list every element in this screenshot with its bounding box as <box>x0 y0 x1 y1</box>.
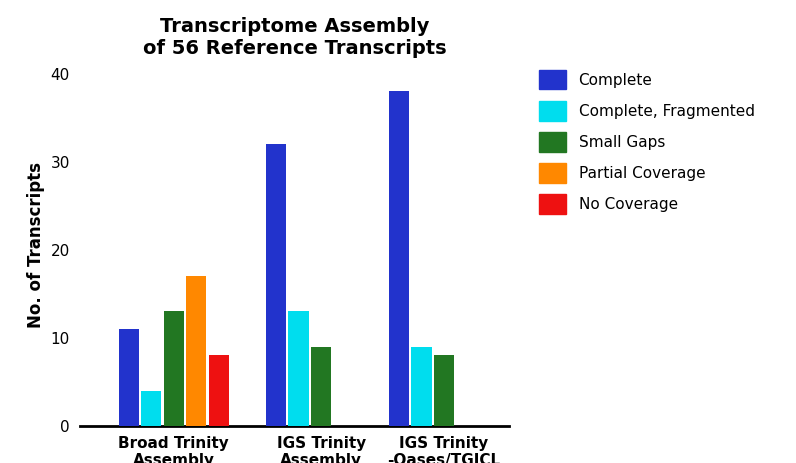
Bar <box>288 312 309 426</box>
Title: Transcriptome Assembly
of 56 Reference Transcripts: Transcriptome Assembly of 56 Reference T… <box>142 17 447 58</box>
Bar <box>119 329 139 426</box>
Bar <box>412 347 431 426</box>
Bar <box>186 276 206 426</box>
Bar <box>209 356 229 426</box>
Legend: Complete, Complete, Fragmented, Small Gaps, Partial Coverage, No Coverage: Complete, Complete, Fragmented, Small Ga… <box>534 65 759 219</box>
Bar <box>141 391 162 426</box>
Bar <box>434 356 454 426</box>
Bar <box>266 144 287 426</box>
Bar <box>164 312 184 426</box>
Bar <box>388 91 409 426</box>
Bar <box>311 347 331 426</box>
Y-axis label: No. of Transcripts: No. of Transcripts <box>27 163 45 328</box>
